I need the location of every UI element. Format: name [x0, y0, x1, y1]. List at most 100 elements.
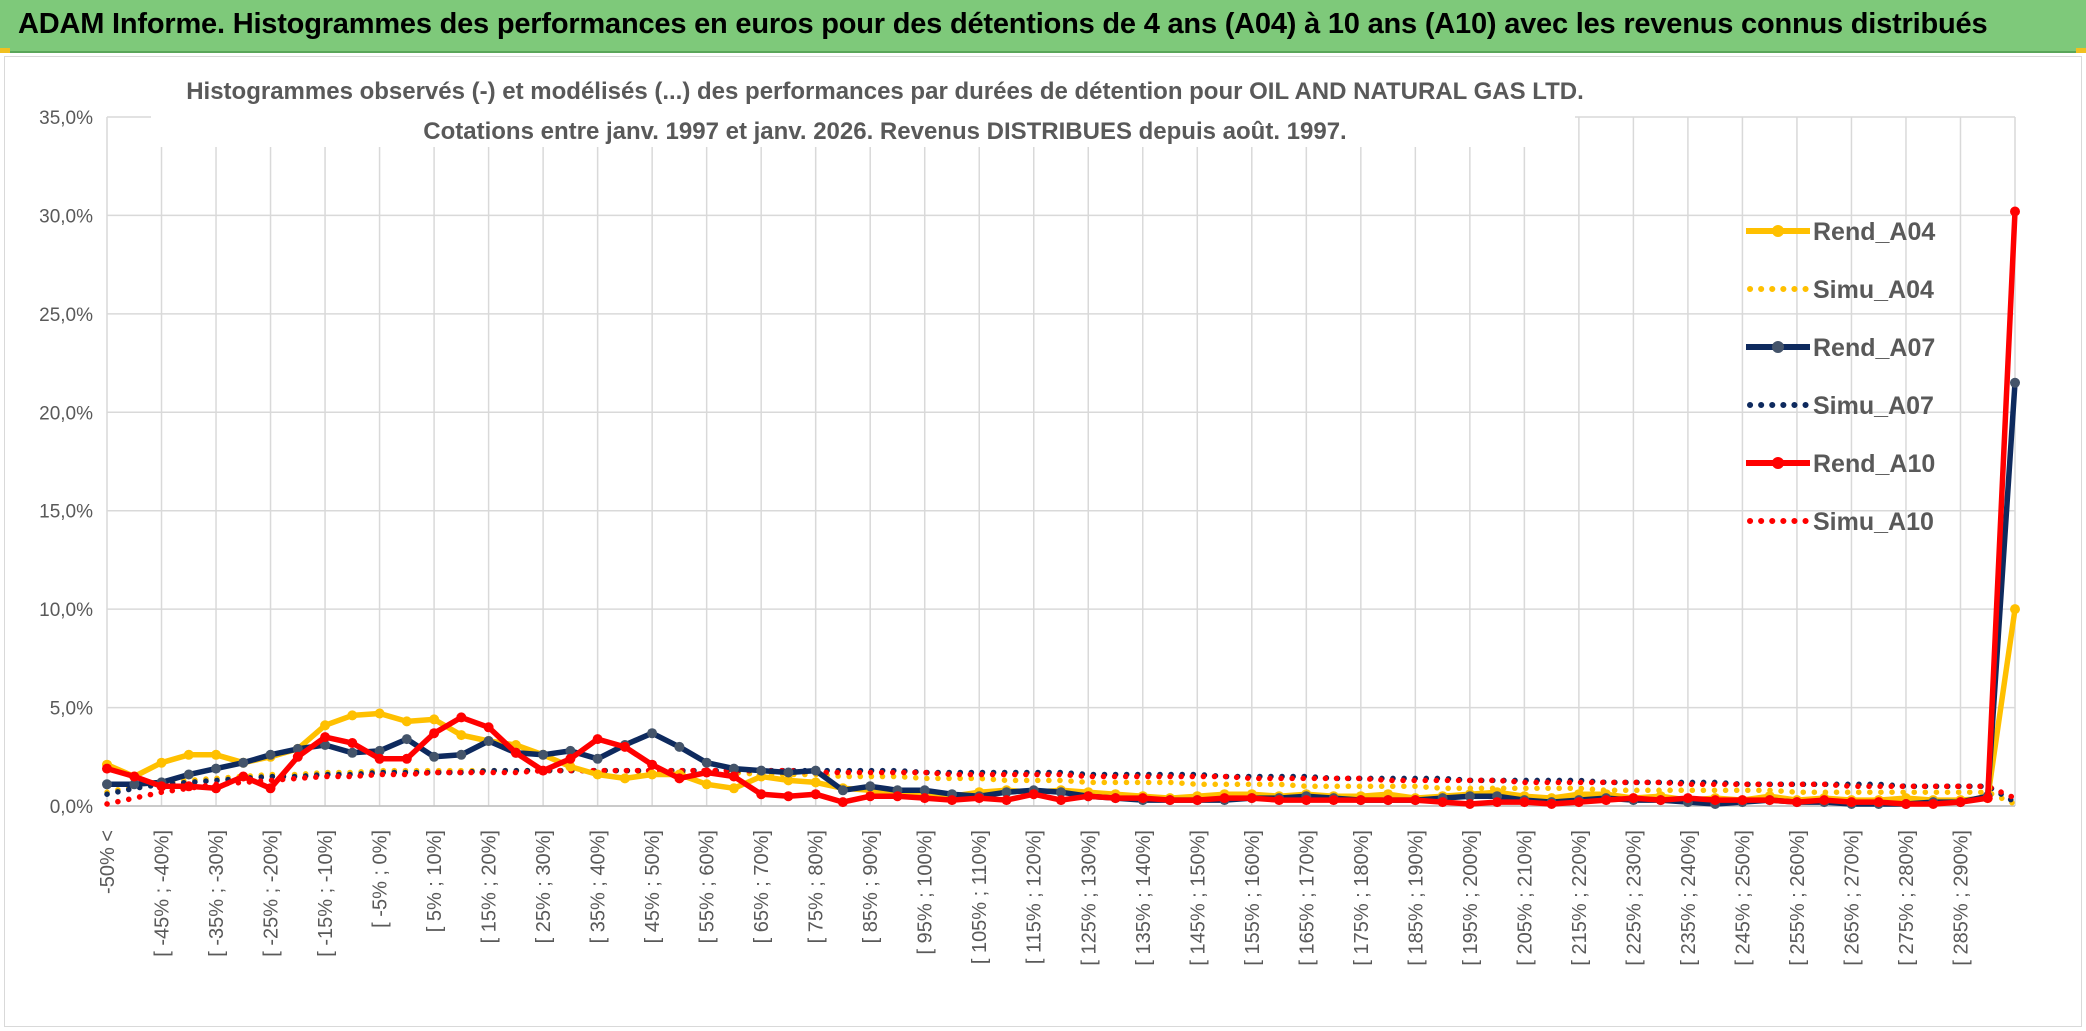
x-tick-label: [ -15% ; -10%]	[315, 830, 337, 957]
data-point	[1056, 787, 1066, 798]
data-point	[483, 736, 494, 746]
data-point	[1846, 797, 1857, 808]
legend-label: Simu_A10	[1813, 508, 1934, 536]
data-point	[1083, 791, 1094, 802]
data-point	[129, 779, 140, 790]
legend-label: Rend_A04	[1813, 218, 1935, 246]
x-tick-label: [ 85% ; 90%]	[860, 830, 882, 943]
data-point	[1901, 799, 1911, 809]
legend-item-rend-a07: Rend_A07	[1746, 334, 1935, 362]
data-point	[1601, 795, 1612, 806]
x-tick-label: [ 135% ; 140%]	[1133, 830, 1155, 966]
chart-title: Histogrammes observés (-) et modélisés (…	[186, 78, 1584, 105]
data-point	[1192, 795, 1203, 806]
data-point	[1955, 797, 1966, 808]
y-tick-label: 5,0%	[50, 699, 93, 720]
performance-histogram-chart: 0,0% 5,0% 10,0% 15,0% 20,0% 25,0% 30,0% 35,0% -…	[39, 59, 2020, 966]
data-point	[783, 767, 794, 778]
data-point	[1791, 797, 1802, 808]
data-point	[865, 781, 876, 792]
data-point	[156, 757, 167, 768]
data-point	[510, 747, 521, 758]
data-point	[1274, 795, 1285, 806]
data-point	[183, 781, 194, 792]
data-point	[538, 749, 549, 760]
y-tick-label: 30,0%	[39, 206, 93, 227]
data-point	[1355, 795, 1366, 806]
data-point	[211, 749, 221, 760]
data-point	[810, 777, 821, 788]
data-point	[183, 749, 194, 760]
data-point	[1056, 795, 1066, 806]
x-tick-label: [ 105% ; 110%]	[969, 830, 991, 964]
chart-legend: Rend_A04 Simu_A04 Rend_A07 Simu_A07 Rend_A10…	[1746, 218, 1935, 536]
data-point	[1682, 793, 1693, 804]
x-tick-label: [ 255% ; 260%]	[1787, 830, 1809, 966]
data-point	[156, 781, 167, 792]
data-point	[647, 728, 658, 739]
y-tick-label: 10,0%	[39, 600, 93, 621]
data-point	[1001, 795, 1012, 806]
y-tick-label: 0,0%	[50, 797, 93, 818]
data-point	[647, 769, 658, 780]
x-tick-label: [ 155% ; 160%]	[1242, 830, 1264, 966]
data-point	[292, 743, 303, 754]
data-point	[783, 775, 794, 786]
data-point	[1573, 797, 1584, 808]
data-point	[483, 722, 494, 733]
chart-frame: 0,0% 5,0% 10,0% 15,0% 20,0% 25,0% 30,0% 35,0% -…	[4, 56, 2082, 1027]
x-tick-label: [ 285% ; 290%]	[1950, 830, 1972, 966]
data-point	[320, 740, 331, 750]
data-point	[1519, 797, 1530, 808]
legend-item-rend-a10: Rend_A10	[1746, 450, 1935, 478]
legend-label: Simu_A04	[1813, 276, 1934, 304]
data-point	[565, 761, 576, 772]
data-point	[865, 791, 876, 802]
data-point	[756, 789, 767, 800]
data-point	[265, 749, 276, 760]
x-tick-label: [ 115% ; 120%]	[1024, 830, 1046, 964]
data-point	[429, 728, 440, 739]
data-point	[374, 745, 385, 756]
legend-marker	[1772, 341, 1784, 353]
x-tick-label: [ 175% ; 180%]	[1351, 830, 1373, 966]
data-point	[1301, 795, 1312, 806]
data-point	[810, 789, 821, 800]
report-title: ADAM Informe. Histogrammes des performan…	[18, 8, 1988, 40]
x-tick-label: [ 205% ; 210%]	[1514, 830, 1536, 966]
legend-marker	[1772, 225, 1784, 237]
data-point	[1464, 799, 1475, 809]
x-tick-label: -50% <	[97, 830, 119, 894]
data-point	[1001, 787, 1012, 798]
legend-marker	[1772, 457, 1784, 469]
y-tick-label: 25,0%	[39, 305, 93, 326]
data-point	[783, 791, 794, 802]
data-point	[401, 734, 412, 745]
data-point	[1028, 789, 1039, 800]
x-tick-label: [ 125% ; 130%]	[1078, 830, 1100, 966]
x-axis: -50% < [ -45% ; -40%] [ -35% ; -30%] [ -25%…	[97, 805, 2015, 966]
data-point	[837, 785, 848, 796]
data-point	[619, 741, 630, 752]
legend-item-simu-a07: Simu_A07	[1747, 392, 1934, 420]
data-point	[1737, 795, 1748, 806]
data-point	[1464, 791, 1475, 802]
data-point	[347, 738, 358, 748]
y-axis: 0,0% 5,0% 10,0% 15,0% 20,0% 25,0% 30,0% 35,0%	[39, 108, 93, 818]
data-point	[919, 793, 930, 804]
data-point	[647, 759, 658, 770]
data-point	[1928, 799, 1939, 809]
data-point	[1328, 795, 1339, 806]
x-tick-label: [ 75% ; 80%]	[806, 830, 828, 943]
legend-label: Rend_A10	[1813, 450, 1935, 478]
data-point	[701, 767, 712, 778]
data-point	[292, 751, 303, 762]
data-point	[320, 720, 331, 731]
data-point	[211, 763, 221, 774]
title-background	[151, 59, 1575, 147]
data-point	[374, 708, 385, 719]
data-point	[347, 747, 358, 758]
data-point	[401, 716, 412, 727]
chart-grid	[106, 116, 2016, 807]
data-point	[429, 714, 440, 725]
